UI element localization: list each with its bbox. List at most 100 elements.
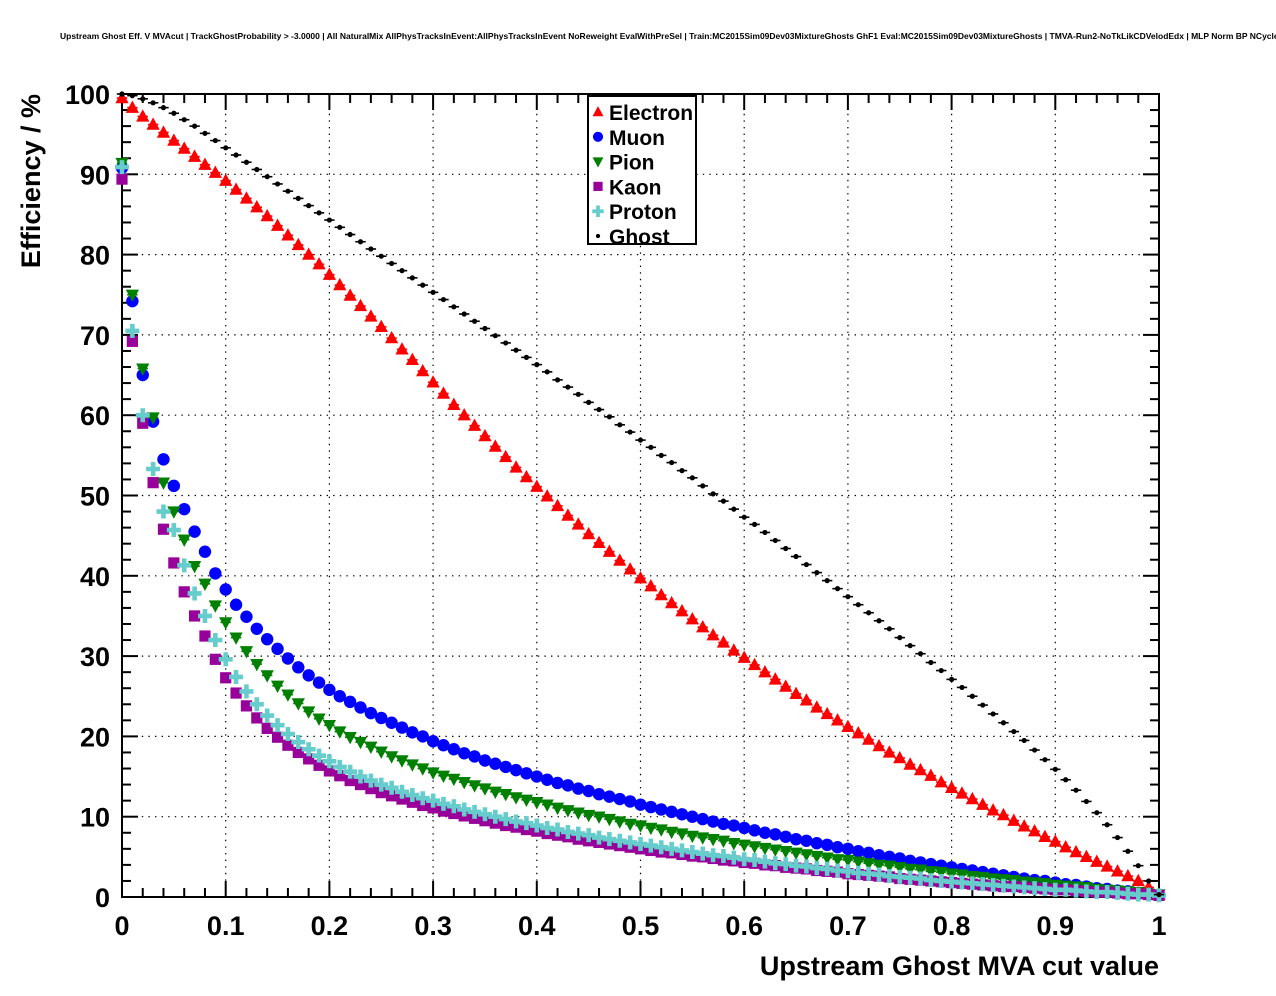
data-point-marker: [623, 835, 638, 850]
data-point-marker: [461, 311, 467, 317]
data-point-marker: [617, 422, 623, 428]
data-point-marker: [883, 850, 896, 864]
data-point-marker: [375, 711, 388, 725]
data-point-marker: [934, 873, 949, 888]
data-point-marker: [354, 778, 367, 791]
data-point-marker: [448, 807, 460, 820]
data-point-marker: [467, 804, 482, 819]
data-point-marker: [944, 780, 959, 793]
data-point-marker: [540, 489, 554, 502]
data-point-marker: [1100, 885, 1115, 900]
data-point-marker: [731, 506, 737, 512]
data-point-marker: [436, 796, 451, 811]
data-point-marker: [861, 866, 876, 881]
legend-item-muon[interactable]: Muon: [592, 127, 665, 150]
data-point-marker: [343, 695, 357, 709]
data-point-marker: [451, 304, 457, 310]
data-point-marker: [223, 145, 229, 151]
axis-titles: Upstream Ghost MVA cut value Efficiency /…: [16, 94, 1159, 981]
data-point-marker: [634, 798, 647, 811]
data-point-marker: [333, 277, 347, 291]
data-point-marker: [386, 790, 398, 802]
x-tick-label: 0.5: [622, 911, 660, 941]
data-point-marker: [644, 579, 658, 592]
data-point-marker: [406, 796, 418, 808]
y-axis-title: Efficiency / %: [16, 94, 46, 268]
data-point-marker: [1048, 834, 1062, 847]
data-point-marker: [862, 732, 876, 745]
data-point-marker: [820, 838, 834, 852]
data-point-marker: [716, 849, 731, 864]
legend-item-ghost[interactable]: Ghost: [595, 226, 670, 249]
data-point-marker: [1007, 813, 1021, 826]
data-series-layer: [115, 90, 1166, 903]
data-point-marker: [198, 545, 212, 558]
data-point-marker: [996, 807, 1011, 821]
data-point-marker: [357, 239, 364, 245]
data-point-marker: [147, 477, 159, 489]
data-point-marker: [928, 659, 934, 666]
data-point-marker: [975, 877, 990, 892]
legend-item-pion[interactable]: Pion: [592, 152, 655, 175]
data-point-marker: [364, 309, 378, 322]
data-point-marker: [582, 809, 596, 823]
legend-item-kaon[interactable]: Kaon: [593, 176, 662, 199]
data-point-marker: [140, 96, 146, 102]
data-point-marker: [426, 767, 440, 780]
data-point-marker: [872, 867, 887, 882]
data-point-marker: [406, 726, 419, 739]
data-point-marker: [550, 498, 565, 512]
data-point-marker: [1048, 882, 1063, 897]
data-point-marker: [654, 824, 668, 837]
data-point-marker: [572, 782, 585, 795]
data-point-marker: [378, 253, 384, 259]
data-point-marker: [427, 802, 439, 814]
y-tick-label: 80: [80, 241, 110, 271]
data-point-marker: [337, 224, 343, 230]
data-point-marker: [831, 841, 844, 854]
data-point-marker: [648, 444, 654, 450]
data-point-marker: [260, 708, 275, 723]
data-point-marker: [291, 698, 305, 711]
legend-item-electron[interactable]: Electron: [592, 102, 693, 125]
data-point-marker: [437, 739, 450, 752]
data-point-marker: [586, 399, 592, 405]
data-point-marker: [436, 386, 451, 399]
data-point-marker: [209, 567, 222, 580]
data-point-marker: [467, 418, 482, 431]
data-point-marker: [312, 257, 326, 270]
data-point-marker: [312, 713, 326, 726]
data-point-marker: [178, 502, 191, 516]
data-point-marker: [519, 794, 534, 808]
data-point-marker: [540, 799, 554, 812]
data-point-marker: [560, 824, 575, 839]
y-tick-label: 30: [80, 642, 110, 672]
data-point-marker: [395, 721, 409, 734]
data-point-marker: [167, 133, 181, 146]
data-point-marker: [198, 578, 212, 592]
data-point-marker: [477, 807, 492, 822]
data-point-marker: [523, 354, 530, 360]
data-point-marker: [800, 834, 813, 847]
data-point-marker: [561, 779, 575, 792]
data-point-marker: [374, 319, 388, 333]
data-point-marker: [322, 267, 337, 280]
data-point-marker: [384, 751, 399, 764]
legend-item-label: Proton: [609, 201, 677, 224]
data-point-marker: [457, 408, 471, 421]
data-point-marker: [260, 633, 274, 646]
legend-item-proton[interactable]: Proton: [592, 201, 677, 224]
data-point-marker: [332, 759, 347, 774]
data-point-marker: [862, 846, 875, 860]
data-point-marker: [581, 828, 596, 843]
data-point-marker: [582, 784, 595, 798]
data-point-marker: [592, 106, 604, 117]
data-point-marker: [1125, 848, 1131, 854]
data-point-marker: [218, 652, 233, 667]
data-point-marker: [478, 428, 492, 442]
data-point-marker: [810, 850, 824, 864]
legend-item-label: Muon: [609, 127, 665, 150]
data-point-marker: [270, 718, 285, 733]
data-point-marker: [571, 807, 585, 820]
data-point-marker: [167, 506, 181, 519]
